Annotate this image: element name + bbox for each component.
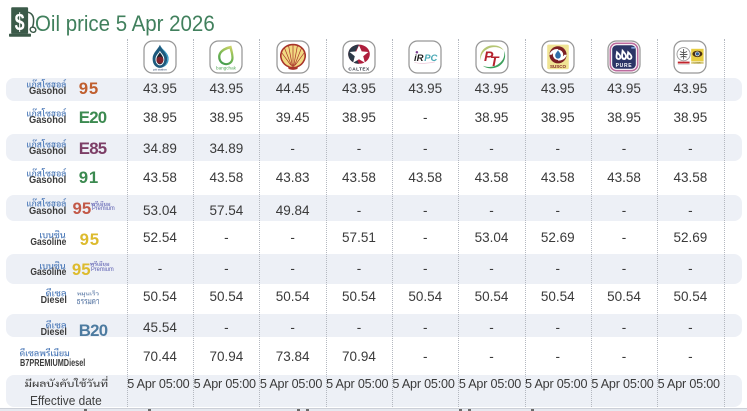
svg-text:bangchak: bangchak — [216, 66, 237, 71]
svg-text:$: $ — [14, 8, 24, 35]
svg-text:COSMO: COSMO — [694, 63, 702, 65]
svg-text:CALTEX: CALTEX — [348, 67, 370, 73]
svg-text:SUSCO: SUSCO — [550, 64, 567, 69]
svg-text:PURE: PURE — [616, 63, 633, 69]
svg-text:P: P — [484, 48, 494, 64]
svg-text:iR: iR — [414, 53, 424, 64]
svg-text:T: T — [490, 53, 500, 69]
svg-text:ptt station: ptt station — [153, 68, 167, 72]
svg-text:PC: PC — [424, 53, 437, 64]
